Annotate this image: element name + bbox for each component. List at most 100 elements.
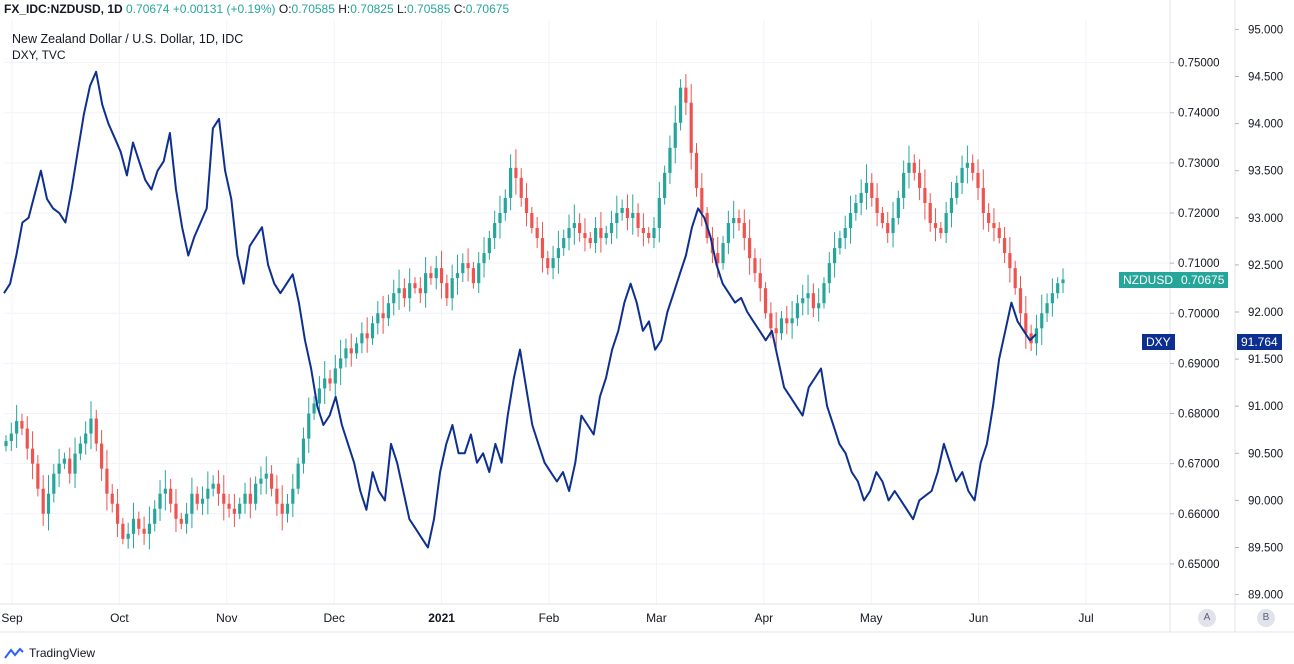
candle[interactable] xyxy=(370,316,375,345)
candle[interactable] xyxy=(519,168,523,207)
candle[interactable] xyxy=(30,431,35,480)
candle[interactable] xyxy=(811,283,815,318)
candle[interactable] xyxy=(200,486,205,515)
candle[interactable] xyxy=(307,397,311,454)
candle[interactable] xyxy=(392,279,396,316)
candle[interactable] xyxy=(349,333,353,367)
candle[interactable] xyxy=(190,477,194,529)
candle[interactable] xyxy=(732,200,736,239)
candle[interactable] xyxy=(280,485,284,531)
candle[interactable] xyxy=(1056,277,1060,299)
candle[interactable] xyxy=(25,416,29,460)
candle[interactable] xyxy=(206,471,210,515)
candle[interactable] xyxy=(939,222,943,239)
candle[interactable] xyxy=(556,230,561,274)
candle[interactable] xyxy=(790,300,794,339)
candle[interactable] xyxy=(493,210,497,250)
candle[interactable] xyxy=(535,217,539,248)
candle[interactable] xyxy=(291,473,295,518)
candle[interactable] xyxy=(604,225,608,245)
candle[interactable] xyxy=(753,248,757,282)
symbol-label[interactable]: FX_IDC:NZDUSD, 1D xyxy=(4,2,123,16)
candle[interactable] xyxy=(232,493,236,528)
candle[interactable] xyxy=(923,169,927,220)
candle[interactable] xyxy=(482,237,486,278)
candle[interactable] xyxy=(259,466,263,495)
candle[interactable] xyxy=(593,217,598,253)
candle[interactable] xyxy=(1002,227,1007,264)
candle[interactable] xyxy=(461,253,465,282)
candle[interactable] xyxy=(68,447,72,484)
candle[interactable] xyxy=(779,310,784,340)
candle[interactable] xyxy=(886,211,890,243)
candle[interactable] xyxy=(737,209,741,231)
candle[interactable] xyxy=(169,478,173,513)
candle[interactable] xyxy=(928,193,932,232)
candle[interactable] xyxy=(987,203,991,232)
candle[interactable] xyxy=(503,189,507,221)
main-series-title[interactable]: New Zealand Dollar / U.S. Dollar, 1D, ID… xyxy=(12,32,244,46)
candle[interactable] xyxy=(62,452,67,470)
candle[interactable] xyxy=(115,488,120,538)
candle[interactable] xyxy=(73,437,77,489)
candle[interactable] xyxy=(726,210,730,255)
candle[interactable] xyxy=(376,300,380,335)
candle[interactable] xyxy=(774,312,778,348)
candle[interactable] xyxy=(588,232,592,249)
candle[interactable] xyxy=(248,477,252,519)
candle[interactable] xyxy=(933,208,938,242)
auto-scale-button[interactable]: A xyxy=(1198,609,1216,627)
candle[interactable] xyxy=(52,463,56,503)
candle[interactable] xyxy=(795,294,800,326)
candle[interactable] xyxy=(859,179,863,216)
candle[interactable] xyxy=(870,173,874,207)
candle[interactable] xyxy=(227,493,231,518)
candle[interactable] xyxy=(567,214,571,251)
candle[interactable] xyxy=(514,149,518,195)
candle[interactable] xyxy=(216,470,221,506)
candle[interactable] xyxy=(992,208,996,242)
candle[interactable] xyxy=(647,227,651,244)
candle[interactable] xyxy=(684,74,688,115)
candle[interactable] xyxy=(838,230,842,255)
candle[interactable] xyxy=(827,252,831,294)
candle[interactable] xyxy=(285,493,290,523)
dxy-series-line[interactable] xyxy=(3,70,1037,549)
candle[interactable] xyxy=(4,435,8,452)
candle[interactable] xyxy=(1040,294,1044,345)
candle[interactable] xyxy=(296,457,300,495)
candle[interactable] xyxy=(354,337,359,359)
candle[interactable] xyxy=(147,506,152,550)
candle[interactable] xyxy=(508,154,513,211)
candle[interactable] xyxy=(36,455,40,497)
candle[interactable] xyxy=(1024,295,1028,349)
candle[interactable] xyxy=(498,195,502,239)
candle[interactable] xyxy=(15,404,19,448)
candle[interactable] xyxy=(763,282,768,319)
candle[interactable] xyxy=(158,480,162,521)
candle[interactable] xyxy=(466,248,470,282)
candle[interactable] xyxy=(89,401,93,450)
candle[interactable] xyxy=(891,201,895,248)
candle[interactable] xyxy=(1061,268,1065,294)
candle[interactable] xyxy=(822,277,826,309)
candle[interactable] xyxy=(965,145,969,184)
candle[interactable] xyxy=(142,516,146,545)
candle[interactable] xyxy=(562,229,566,256)
candle[interactable] xyxy=(1018,275,1023,325)
candle[interactable] xyxy=(758,258,762,302)
candle[interactable] xyxy=(339,339,343,386)
candle[interactable] xyxy=(381,295,385,334)
candle[interactable] xyxy=(880,206,885,229)
candle[interactable] xyxy=(1008,237,1012,283)
candle[interactable] xyxy=(806,274,810,315)
candle[interactable] xyxy=(445,274,449,306)
candle[interactable] xyxy=(907,145,911,189)
candle[interactable] xyxy=(137,511,141,536)
candle[interactable] xyxy=(668,135,672,184)
candle[interactable] xyxy=(477,252,481,294)
candle[interactable] xyxy=(694,143,699,197)
candle[interactable] xyxy=(269,465,274,497)
candle[interactable] xyxy=(312,396,316,421)
candle[interactable] xyxy=(333,354,337,396)
